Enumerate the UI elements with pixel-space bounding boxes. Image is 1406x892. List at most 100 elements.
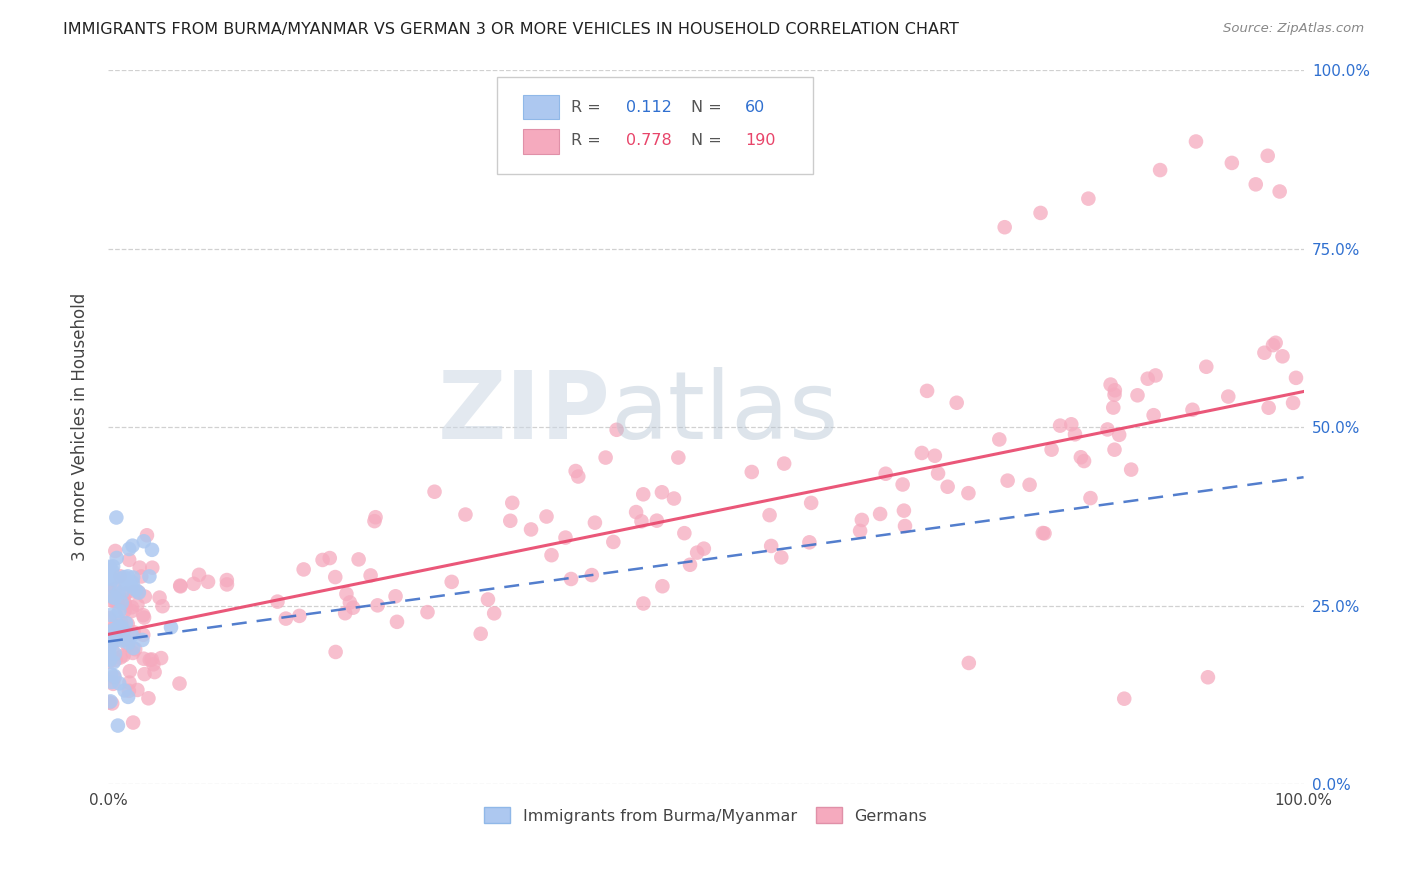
Point [127,682,149,697]
Text: 0.778: 0.778 [626,133,672,148]
Point [101,697,124,711]
Point [367,599,389,613]
Point [1114,691,1136,706]
Point [104,544,127,558]
Point [416,605,439,619]
Point [288,608,311,623]
Point [122,715,145,730]
Point [602,535,624,549]
Bar [523,95,558,120]
Point [384,589,406,603]
Point [741,465,763,479]
Point [1136,372,1159,386]
Point [104,647,127,661]
Point [127,585,149,599]
Point [927,467,949,481]
Point [104,582,127,596]
Point [1126,388,1149,402]
Point [115,615,138,630]
Point [101,559,124,574]
Point [103,671,125,685]
Point [108,676,131,690]
Point [482,607,505,621]
Point [1104,384,1126,398]
Point [924,449,946,463]
Point [104,619,127,633]
Point [758,508,780,522]
Point [1029,206,1052,220]
Point [342,600,364,615]
Point [1104,388,1126,402]
Point [117,569,139,583]
Point [197,574,219,589]
Point [633,597,655,611]
Point [141,560,163,574]
Point [1218,390,1240,404]
Point [651,485,673,500]
Point [100,635,122,649]
Point [141,652,163,666]
Point [1268,185,1291,199]
Point [121,575,143,590]
Point [114,604,136,618]
Point [121,600,143,615]
Legend: Immigrants from Burma/Myanmar, Germans: Immigrants from Burma/Myanmar, Germans [478,801,934,830]
Point [108,569,131,583]
Point [325,645,347,659]
Point [915,384,938,398]
Point [100,607,122,622]
Point [104,653,127,667]
Point [773,457,796,471]
Point [136,528,159,542]
Point [560,572,582,586]
Point [364,510,387,524]
Point [215,573,238,587]
Point [759,539,782,553]
Point [101,590,124,604]
Point [111,633,134,648]
Point [118,683,141,698]
Point [215,577,238,591]
Point [105,550,128,565]
Point [115,576,138,591]
Point [117,616,139,631]
Point [520,523,543,537]
Point [988,433,1011,447]
Text: R =: R = [571,100,606,115]
Point [114,596,136,610]
Point [662,491,685,506]
Point [1220,156,1243,170]
Point [98,568,121,582]
Point [118,664,141,678]
Point [101,641,124,656]
Point [1195,359,1218,374]
Text: ZIP: ZIP [437,367,610,459]
Point [567,469,589,483]
FancyBboxPatch shape [496,78,814,174]
Point [1244,178,1267,192]
Point [110,650,132,665]
Point [117,638,139,652]
Point [957,486,980,500]
Point [122,570,145,584]
Point [150,651,173,665]
Point [120,579,142,593]
Point [98,638,121,652]
Point [132,610,155,624]
Point [311,553,333,567]
Point [107,718,129,732]
Point [799,535,821,549]
Point [108,626,131,640]
Point [1253,345,1275,359]
Point [169,578,191,592]
Text: atlas: atlas [610,367,838,459]
Point [319,551,342,566]
Point [125,582,148,597]
Point [1073,454,1095,468]
Point [323,570,346,584]
Point [132,608,155,623]
Point [98,584,121,599]
Point [98,695,121,709]
Point [111,585,134,599]
Point [118,675,141,690]
